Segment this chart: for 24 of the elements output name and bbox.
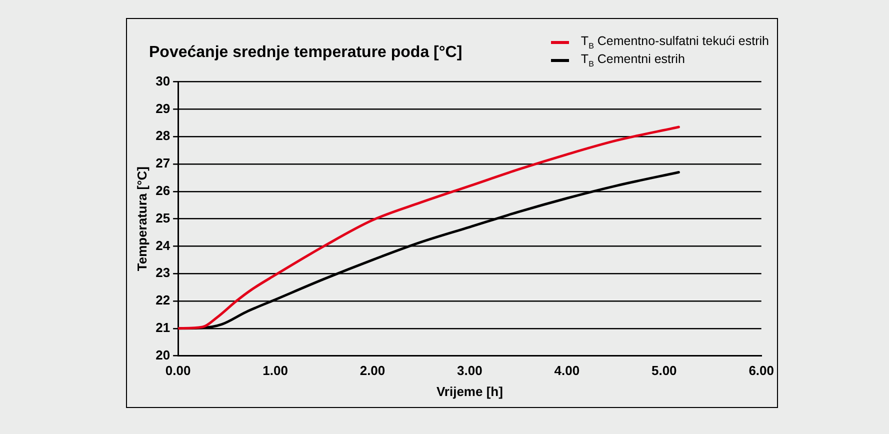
x-tick-label: 6.00 (748, 363, 774, 378)
y-tick-label: 24 (156, 238, 171, 253)
legend-label: T$_{B}$ Cementni estrih (580, 52, 685, 68)
x-tick-label: 4.00 (554, 363, 580, 378)
x-tick-label: 5.00 (651, 363, 677, 378)
y-tick-label: 27 (156, 156, 170, 171)
y-tick-label: 29 (156, 100, 170, 116)
y-tick-label: 25 (156, 210, 170, 226)
y-tick-label: 23 (156, 265, 170, 280)
chart-title: Povećanje srednje temperature poda [°C] (149, 44, 462, 62)
y-tick-label: 22 (156, 292, 170, 308)
x-axis-title: Vrijeme [h] (436, 384, 503, 399)
x-tick-label: 3.00 (457, 363, 482, 378)
y-tick-label: 26 (156, 182, 170, 198)
x-tick-label: 2.00 (360, 363, 386, 378)
y-tick-label: 30 (156, 73, 170, 88)
y-tick-label: 20 (156, 347, 170, 362)
line-series (178, 126, 680, 330)
y-axis-title: Temperatura [°C] (134, 166, 150, 272)
y-tick-label: 21 (156, 320, 170, 335)
legend-label: T$_{B}$ Cementno-sulfatni tekući estrih (580, 34, 769, 50)
x-tick-label: 0.00 (165, 363, 191, 378)
x-tick-label: 1.00 (262, 363, 288, 378)
y-tick-label: 28 (156, 128, 170, 144)
